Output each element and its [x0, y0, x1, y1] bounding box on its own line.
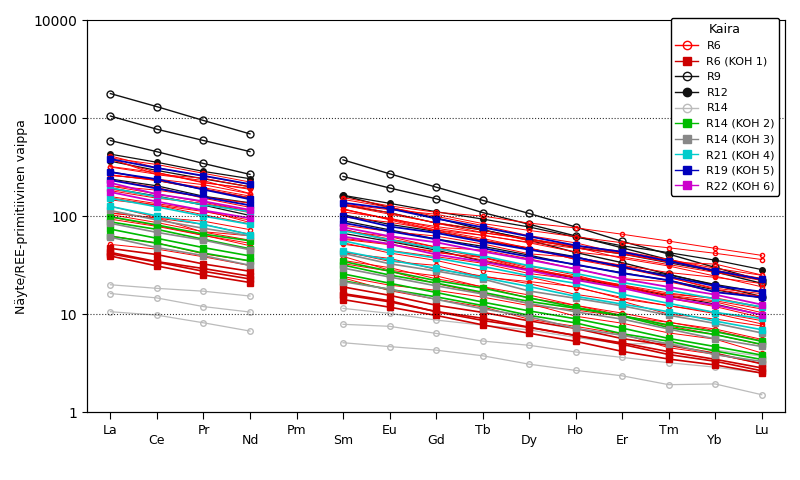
Legend: R6, R6 (KOH 1), R9, R12, R14, R14 (KOH 2), R14 (KOH 3), R21 (KOH 4), R19 (KOH 5): R6, R6 (KOH 1), R9, R12, R14, R14 (KOH 2… — [671, 18, 779, 196]
Text: Sm: Sm — [333, 434, 353, 447]
Y-axis label: Näyte/REE-primitiivinen vaippa: Näyte/REE-primitiivinen vaippa — [15, 119, 28, 314]
Text: Ce: Ce — [149, 434, 165, 447]
Text: Gd: Gd — [427, 434, 445, 447]
Text: Yb: Yb — [707, 434, 723, 447]
Text: Nd: Nd — [242, 434, 258, 447]
Text: Dy: Dy — [521, 434, 538, 447]
Text: Er: Er — [616, 434, 629, 447]
